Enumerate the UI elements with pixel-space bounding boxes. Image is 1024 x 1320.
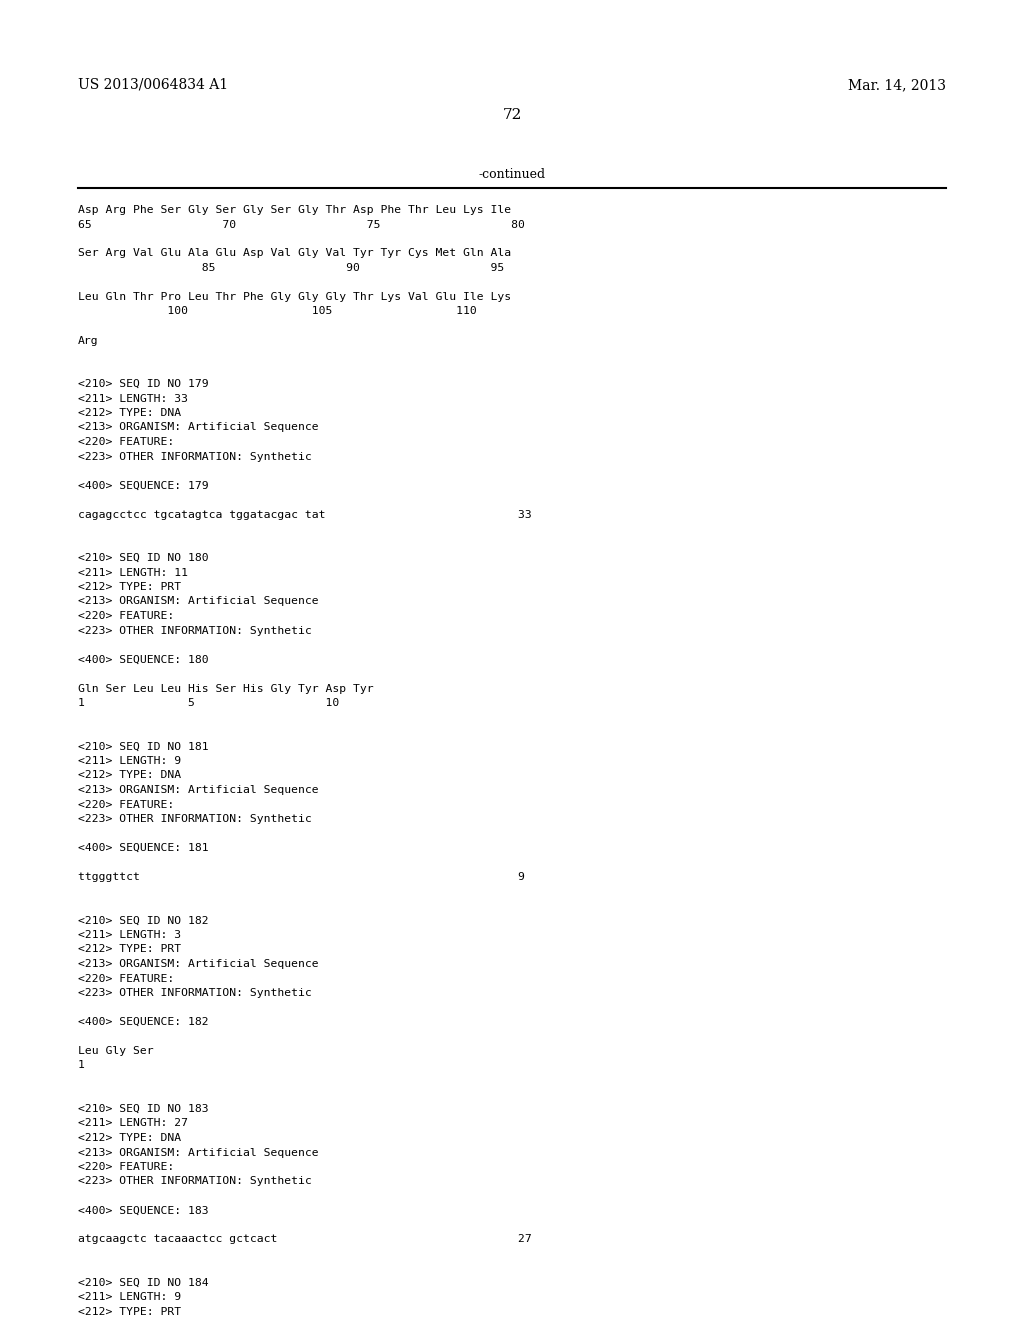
Text: <211> LENGTH: 11: <211> LENGTH: 11 — [78, 568, 188, 578]
Text: -continued: -continued — [478, 169, 546, 181]
Text: <210> SEQ ID NO 179: <210> SEQ ID NO 179 — [78, 379, 209, 389]
Text: <210> SEQ ID NO 181: <210> SEQ ID NO 181 — [78, 742, 209, 751]
Text: <400> SEQUENCE: 182: <400> SEQUENCE: 182 — [78, 1016, 209, 1027]
Text: <210> SEQ ID NO 184: <210> SEQ ID NO 184 — [78, 1278, 209, 1288]
Text: <212> TYPE: DNA: <212> TYPE: DNA — [78, 771, 181, 780]
Text: <211> LENGTH: 9: <211> LENGTH: 9 — [78, 1292, 181, 1303]
Text: <223> OTHER INFORMATION: Synthetic: <223> OTHER INFORMATION: Synthetic — [78, 626, 311, 635]
Text: <213> ORGANISM: Artificial Sequence: <213> ORGANISM: Artificial Sequence — [78, 960, 318, 969]
Text: <212> TYPE: PRT: <212> TYPE: PRT — [78, 945, 181, 954]
Text: Leu Gln Thr Pro Leu Thr Phe Gly Gly Gly Thr Lys Val Glu Ile Lys: Leu Gln Thr Pro Leu Thr Phe Gly Gly Gly … — [78, 292, 511, 302]
Text: <400> SEQUENCE: 180: <400> SEQUENCE: 180 — [78, 655, 209, 664]
Text: Gln Ser Leu Leu His Ser His Gly Tyr Asp Tyr: Gln Ser Leu Leu His Ser His Gly Tyr Asp … — [78, 684, 374, 693]
Text: <220> FEATURE:: <220> FEATURE: — [78, 800, 174, 809]
Text: Ser Arg Val Glu Ala Glu Asp Val Gly Val Tyr Tyr Cys Met Gln Ala: Ser Arg Val Glu Ala Glu Asp Val Gly Val … — [78, 248, 511, 259]
Text: 85                   90                   95: 85 90 95 — [78, 263, 504, 273]
Text: <223> OTHER INFORMATION: Synthetic: <223> OTHER INFORMATION: Synthetic — [78, 451, 311, 462]
Text: <400> SEQUENCE: 179: <400> SEQUENCE: 179 — [78, 480, 209, 491]
Text: Arg: Arg — [78, 335, 98, 346]
Text: <213> ORGANISM: Artificial Sequence: <213> ORGANISM: Artificial Sequence — [78, 597, 318, 606]
Text: <223> OTHER INFORMATION: Synthetic: <223> OTHER INFORMATION: Synthetic — [78, 814, 311, 824]
Text: <220> FEATURE:: <220> FEATURE: — [78, 974, 174, 983]
Text: <210> SEQ ID NO 182: <210> SEQ ID NO 182 — [78, 916, 209, 925]
Text: <220> FEATURE:: <220> FEATURE: — [78, 1162, 174, 1172]
Text: <400> SEQUENCE: 183: <400> SEQUENCE: 183 — [78, 1205, 209, 1216]
Text: <400> SEQUENCE: 181: <400> SEQUENCE: 181 — [78, 843, 209, 853]
Text: Mar. 14, 2013: Mar. 14, 2013 — [848, 78, 946, 92]
Text: ttgggttct                                                       9: ttgggttct 9 — [78, 873, 525, 882]
Text: 72: 72 — [503, 108, 521, 121]
Text: <210> SEQ ID NO 180: <210> SEQ ID NO 180 — [78, 553, 209, 564]
Text: <223> OTHER INFORMATION: Synthetic: <223> OTHER INFORMATION: Synthetic — [78, 987, 311, 998]
Text: 1               5                   10: 1 5 10 — [78, 698, 339, 708]
Text: 1: 1 — [78, 1060, 85, 1071]
Text: <211> LENGTH: 9: <211> LENGTH: 9 — [78, 756, 181, 766]
Text: <220> FEATURE:: <220> FEATURE: — [78, 437, 174, 447]
Text: <223> OTHER INFORMATION: Synthetic: <223> OTHER INFORMATION: Synthetic — [78, 1176, 311, 1187]
Text: <213> ORGANISM: Artificial Sequence: <213> ORGANISM: Artificial Sequence — [78, 1147, 318, 1158]
Text: Asp Arg Phe Ser Gly Ser Gly Ser Gly Thr Asp Phe Thr Leu Lys Ile: Asp Arg Phe Ser Gly Ser Gly Ser Gly Thr … — [78, 205, 511, 215]
Text: <211> LENGTH: 3: <211> LENGTH: 3 — [78, 931, 181, 940]
Text: <212> TYPE: DNA: <212> TYPE: DNA — [78, 408, 181, 418]
Text: US 2013/0064834 A1: US 2013/0064834 A1 — [78, 78, 228, 92]
Text: <210> SEQ ID NO 183: <210> SEQ ID NO 183 — [78, 1104, 209, 1114]
Text: atgcaagctc tacaaactcc gctcact                                   27: atgcaagctc tacaaactcc gctcact 27 — [78, 1234, 531, 1245]
Text: <212> TYPE: PRT: <212> TYPE: PRT — [78, 1307, 181, 1317]
Text: 65                   70                   75                   80: 65 70 75 80 — [78, 219, 525, 230]
Text: Leu Gly Ser: Leu Gly Ser — [78, 1045, 154, 1056]
Text: <220> FEATURE:: <220> FEATURE: — [78, 611, 174, 620]
Text: <212> TYPE: PRT: <212> TYPE: PRT — [78, 582, 181, 591]
Text: <213> ORGANISM: Artificial Sequence: <213> ORGANISM: Artificial Sequence — [78, 422, 318, 433]
Text: cagagcctcc tgcatagtca tggatacgac tat                            33: cagagcctcc tgcatagtca tggatacgac tat 33 — [78, 510, 531, 520]
Text: <213> ORGANISM: Artificial Sequence: <213> ORGANISM: Artificial Sequence — [78, 785, 318, 795]
Text: <211> LENGTH: 33: <211> LENGTH: 33 — [78, 393, 188, 404]
Text: <211> LENGTH: 27: <211> LENGTH: 27 — [78, 1118, 188, 1129]
Text: 100                  105                  110: 100 105 110 — [78, 306, 477, 317]
Text: <212> TYPE: DNA: <212> TYPE: DNA — [78, 1133, 181, 1143]
